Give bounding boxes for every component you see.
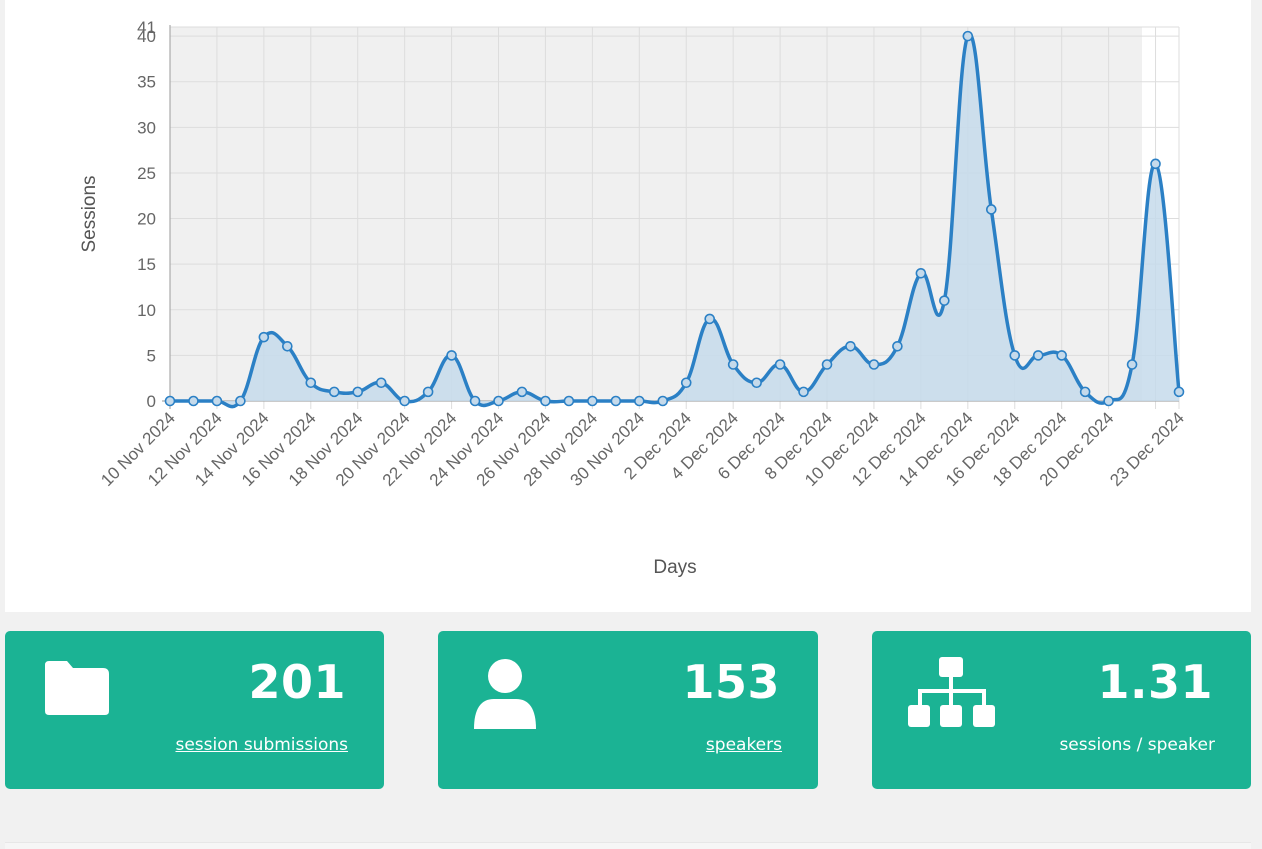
session-submissions-link[interactable]: session submissions bbox=[175, 735, 348, 755]
data-point-2024-12-07[interactable] bbox=[798, 386, 809, 398]
data-point-2024-12-13[interactable] bbox=[939, 295, 950, 306]
y-tick-label: 40 bbox=[137, 27, 156, 46]
data-point-2024-11-18[interactable] bbox=[352, 386, 364, 398]
data-point-2024-11-14[interactable] bbox=[258, 331, 270, 343]
data-point-2024-12-23[interactable] bbox=[1173, 386, 1185, 398]
data-point-2024-11-16[interactable] bbox=[305, 377, 317, 389]
y-tick-label: 41 bbox=[137, 18, 156, 37]
stat-card-submissions: 201 session submissions bbox=[5, 631, 384, 789]
sessions-points bbox=[164, 30, 1185, 407]
sessions-area bbox=[170, 34, 1179, 407]
data-point-2024-11-21[interactable] bbox=[422, 386, 434, 398]
data-point-2024-11-29[interactable] bbox=[610, 395, 622, 407]
speakers-link[interactable]: speakers bbox=[705, 735, 782, 755]
next-panel-edge bbox=[5, 842, 1251, 849]
data-point-2024-11-27[interactable] bbox=[563, 395, 575, 407]
data-point-2024-12-02[interactable] bbox=[680, 377, 692, 389]
data-point-2024-12-08[interactable] bbox=[821, 359, 833, 370]
user-icon bbox=[472, 657, 542, 736]
data-point-2024-11-30[interactable] bbox=[634, 395, 645, 407]
data-point-2024-11-15[interactable] bbox=[282, 340, 293, 352]
sessions-chart-panel: 0 5 10 15 20 25 30 35 40 41 10 Nov 2024 12 Nov 202… bbox=[5, 0, 1251, 612]
data-point-2024-12-15[interactable] bbox=[985, 204, 997, 215]
data-point-2024-12-05[interactable] bbox=[751, 377, 762, 389]
data-point-2024-12-16[interactable] bbox=[1009, 350, 1021, 361]
data-point-2024-12-22[interactable] bbox=[1150, 158, 1161, 170]
data-point-2024-12-19[interactable] bbox=[1079, 386, 1091, 398]
y-tick-label: 25 bbox=[137, 164, 156, 183]
y-tick-label: 10 bbox=[137, 301, 156, 320]
data-point-2024-12-06[interactable] bbox=[774, 359, 786, 370]
sitemap-icon bbox=[906, 657, 998, 734]
data-point-2024-11-19[interactable] bbox=[375, 377, 387, 389]
x-axis-title: Days bbox=[653, 557, 696, 578]
y-tick-label: 35 bbox=[137, 73, 156, 92]
y-tick-label: 20 bbox=[137, 210, 156, 229]
y-tick-label: 15 bbox=[137, 255, 156, 274]
data-point-2024-11-28[interactable] bbox=[587, 395, 598, 407]
y-tick-label: 5 bbox=[147, 346, 156, 365]
data-point-2024-12-09[interactable] bbox=[845, 340, 856, 352]
data-point-2024-12-01[interactable] bbox=[657, 395, 669, 407]
data-point-2024-12-11[interactable] bbox=[892, 340, 903, 352]
data-point-2024-12-10[interactable] bbox=[868, 359, 880, 370]
submissions-count: 201 bbox=[248, 655, 346, 709]
data-point-2024-11-12[interactable] bbox=[211, 395, 223, 407]
sessions-per-speaker-label: sessions / speaker bbox=[1059, 735, 1215, 755]
data-point-2024-12-04[interactable] bbox=[727, 359, 739, 370]
data-point-2024-12-18[interactable] bbox=[1056, 350, 1067, 361]
data-point-2024-12-20[interactable] bbox=[1103, 395, 1114, 407]
folder-icon bbox=[39, 657, 111, 724]
data-point-2024-11-20[interactable] bbox=[399, 395, 410, 407]
data-point-2024-11-22[interactable] bbox=[446, 350, 457, 361]
data-point-2024-11-10[interactable] bbox=[164, 395, 176, 407]
y-tick-label: 0 bbox=[147, 392, 156, 411]
data-point-2024-11-24[interactable] bbox=[493, 395, 504, 407]
data-point-2024-11-17[interactable] bbox=[328, 386, 340, 398]
data-point-2024-11-11[interactable] bbox=[188, 395, 199, 407]
data-point-2024-11-26[interactable] bbox=[540, 395, 551, 407]
data-point-2024-12-12[interactable] bbox=[915, 267, 927, 279]
data-point-2024-12-21[interactable] bbox=[1126, 359, 1138, 370]
stat-card-speakers: 153 speakers bbox=[438, 631, 818, 789]
data-point-2024-11-13[interactable] bbox=[235, 395, 246, 407]
y-tick-label: 30 bbox=[137, 118, 156, 137]
y-axis-title: Sessions bbox=[79, 175, 100, 252]
data-point-2024-12-03[interactable] bbox=[704, 313, 715, 325]
data-point-2024-12-17[interactable] bbox=[1032, 350, 1044, 361]
sessions-per-speaker-value: 1.31 bbox=[1097, 655, 1213, 709]
speakers-count: 153 bbox=[682, 655, 780, 709]
x-tick-label: 23 Dec 2024 bbox=[1106, 408, 1188, 490]
data-point-2024-12-14[interactable] bbox=[962, 30, 974, 42]
stat-card-ratio: 1.31 sessions / speaker bbox=[872, 631, 1251, 789]
data-point-2024-11-23[interactable] bbox=[469, 395, 481, 407]
data-point-2024-11-25[interactable] bbox=[516, 386, 528, 398]
